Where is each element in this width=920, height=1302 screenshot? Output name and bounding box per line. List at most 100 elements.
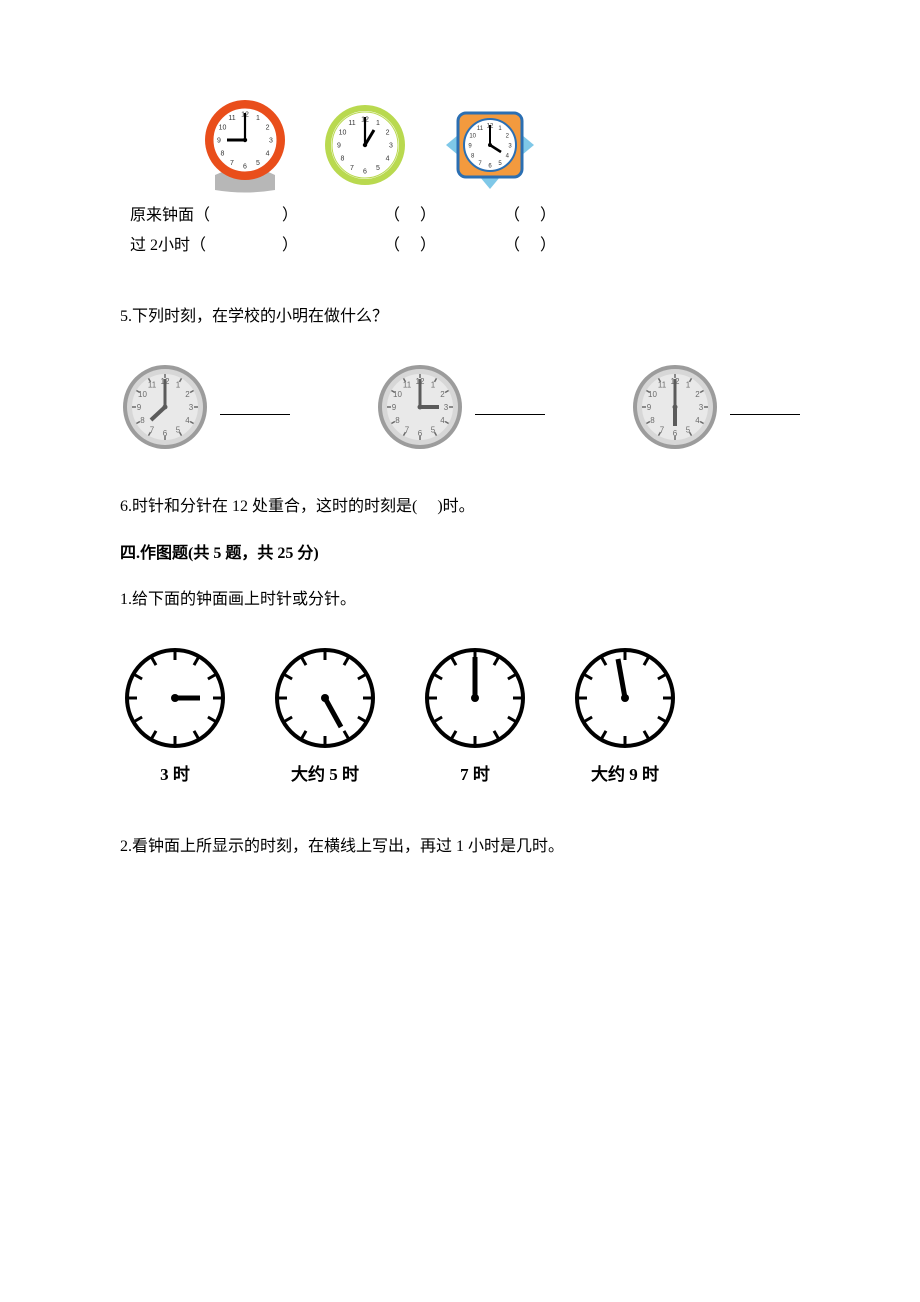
svg-text:11: 11	[228, 115, 235, 122]
s4q1-clock-3: 7 时	[420, 643, 530, 791]
svg-text:10: 10	[393, 390, 402, 399]
svg-text:5: 5	[256, 160, 260, 167]
svg-text:9: 9	[217, 138, 221, 145]
svg-text:10: 10	[219, 125, 227, 132]
svg-text:9: 9	[337, 143, 341, 150]
svg-text:10: 10	[648, 390, 657, 399]
svg-text:6: 6	[363, 169, 367, 176]
svg-text:8: 8	[221, 151, 225, 158]
svg-text:3: 3	[389, 143, 393, 150]
svg-text:7: 7	[230, 160, 234, 167]
svg-text:1: 1	[431, 381, 436, 390]
clock-icon: 123456789101112	[630, 362, 720, 452]
fill-in-table: 原来钟面（ ） （ ） （ ） 过 2小时（ ） （ ） （ ）	[130, 201, 800, 262]
s4q1-clock-2: 大约 5 时	[270, 643, 380, 791]
svg-text:9: 9	[392, 403, 397, 412]
svg-text:3: 3	[699, 403, 704, 412]
s4q1-clock-4: 大约 9 时	[570, 643, 680, 791]
svg-text:6: 6	[163, 429, 168, 438]
blank-cell: （ ）	[350, 201, 470, 231]
clock-icon: 123456789101112	[375, 362, 465, 452]
top-clock-2: 123456789101112	[320, 95, 410, 195]
svg-text:7: 7	[350, 165, 354, 172]
svg-text:2: 2	[266, 125, 270, 132]
svg-text:1: 1	[256, 115, 260, 122]
svg-text:6: 6	[418, 429, 423, 438]
blank-cell: ）	[230, 231, 350, 261]
svg-text:5: 5	[431, 426, 436, 435]
svg-text:5: 5	[686, 426, 691, 435]
svg-text:7: 7	[660, 426, 665, 435]
svg-text:10: 10	[469, 134, 476, 140]
clock-outline-icon	[420, 643, 530, 753]
answer-blank[interactable]	[730, 399, 800, 415]
s4-q2-text: 2.看钟面上所显示的时刻，在横线上写出，再过 1 小时是几时。	[120, 832, 800, 862]
svg-text:11: 11	[148, 381, 157, 390]
answer-blank[interactable]	[220, 399, 290, 415]
top-clock-row: 123456789101112 123456789101112	[200, 95, 800, 195]
top-clock-3: 123456789101112	[440, 95, 540, 195]
svg-text:3: 3	[269, 138, 273, 145]
s4q1-clock-row: 3 时 大约 5 时 7 时	[120, 643, 800, 791]
svg-text:5: 5	[176, 426, 181, 435]
svg-text:4: 4	[695, 416, 700, 425]
q5-clock-2: 123456789101112	[375, 362, 545, 452]
svg-text:2: 2	[185, 390, 190, 399]
svg-text:2: 2	[440, 390, 445, 399]
svg-text:11: 11	[658, 381, 667, 390]
clock-label: 大约 5 时	[291, 759, 359, 791]
clock-icon: 123456789101112	[200, 95, 290, 195]
section-4-heading: 四.作图题(共 5 题，共 25 分)	[120, 539, 800, 569]
clock-icon: 123456789101112	[120, 362, 210, 452]
clock-outline-icon	[270, 643, 380, 753]
question-5-text: 5.下列时刻，在学校的小明在做什么？	[120, 302, 800, 332]
blank-cell: （ ）	[350, 231, 470, 261]
svg-text:6: 6	[243, 164, 247, 171]
svg-text:7: 7	[405, 426, 410, 435]
svg-text:8: 8	[341, 156, 345, 163]
svg-text:8: 8	[650, 416, 655, 425]
svg-text:1: 1	[376, 120, 380, 127]
svg-text:2: 2	[695, 390, 700, 399]
svg-text:8: 8	[395, 416, 400, 425]
svg-text:7: 7	[150, 426, 155, 435]
fill-row-after2h: 过 2小时（ ） （ ） （ ）	[130, 231, 800, 261]
svg-text:10: 10	[138, 390, 147, 399]
svg-text:6: 6	[673, 429, 678, 438]
blank-cell: （ ）	[470, 231, 590, 261]
svg-text:4: 4	[185, 416, 190, 425]
q5-clock-1: 123456789101112	[120, 362, 290, 452]
q5-clock-row: 123456789101112 123456789101112	[120, 362, 800, 452]
svg-text:10: 10	[339, 130, 347, 137]
clock-icon: 123456789101112	[440, 95, 540, 195]
svg-text:5: 5	[376, 165, 380, 172]
q5-clock-3: 123456789101112	[630, 362, 800, 452]
svg-text:2: 2	[386, 130, 390, 137]
clock-label: 7 时	[460, 759, 490, 791]
clock-icon: 123456789101112	[320, 95, 410, 195]
svg-text:9: 9	[647, 403, 652, 412]
clock-outline-icon	[120, 643, 230, 753]
svg-text:11: 11	[477, 126, 484, 132]
question-6-text: 6.时针和分针在 12 处重合，这时的时刻是( )时。	[120, 492, 800, 522]
blank-cell: （ ）	[470, 201, 590, 231]
blank-cell: ）	[230, 201, 350, 231]
svg-text:11: 11	[348, 120, 355, 127]
svg-text:3: 3	[444, 403, 449, 412]
clock-label: 3 时	[160, 759, 190, 791]
svg-text:4: 4	[386, 156, 390, 163]
svg-text:4: 4	[266, 151, 270, 158]
fill-row-original: 原来钟面（ ） （ ） （ ）	[130, 201, 800, 231]
svg-text:4: 4	[440, 416, 445, 425]
row-label: 过 2小时（	[130, 231, 230, 261]
svg-text:11: 11	[403, 381, 412, 390]
s4-q1-text: 1.给下面的钟面画上时针或分针。	[120, 585, 800, 615]
answer-blank[interactable]	[475, 399, 545, 415]
svg-text:1: 1	[686, 381, 691, 390]
top-clock-1: 123456789101112	[200, 95, 290, 195]
svg-text:8: 8	[140, 416, 145, 425]
svg-text:9: 9	[137, 403, 142, 412]
row-label: 原来钟面（	[130, 201, 230, 231]
clock-label: 大约 9 时	[591, 759, 659, 791]
s4q1-clock-1: 3 时	[120, 643, 230, 791]
